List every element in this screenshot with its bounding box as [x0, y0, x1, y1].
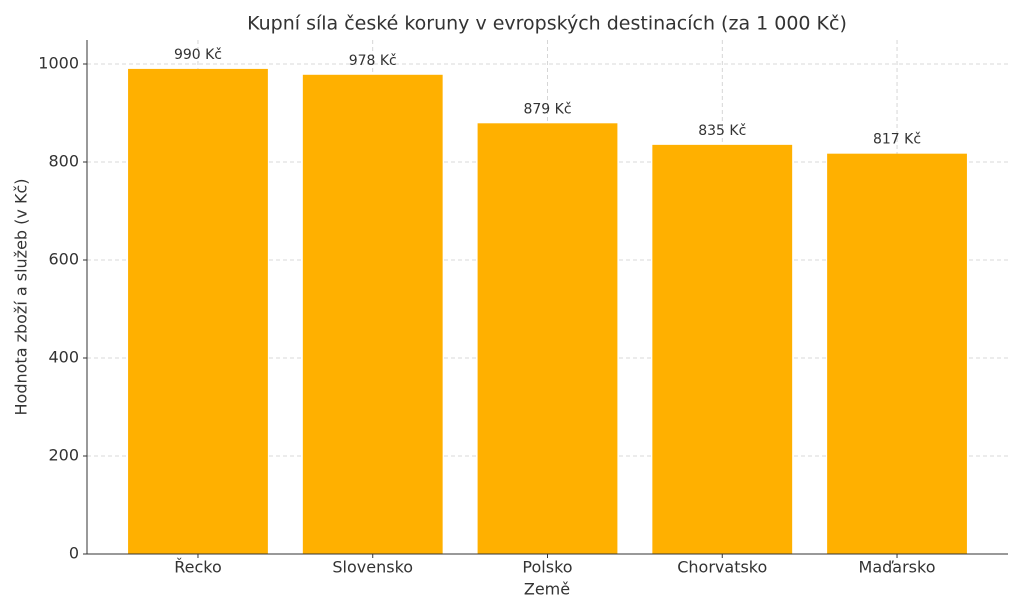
- x-tick-label: Maďarsko: [859, 558, 936, 577]
- x-tick-label: Slovensko: [332, 558, 413, 577]
- y-tick-label: 800: [48, 152, 79, 171]
- chart-title: Kupní síla české koruny v evropských des…: [247, 13, 847, 35]
- value-label: 817 Kč: [873, 132, 921, 148]
- y-tick-label: 600: [48, 250, 79, 269]
- x-axis-label: Země: [524, 580, 570, 599]
- y-tick-label: 0: [69, 544, 79, 563]
- bar: [652, 144, 793, 554]
- value-label: 835 Kč: [698, 123, 746, 139]
- bar: [477, 123, 618, 555]
- y-tick-label: 200: [48, 446, 79, 465]
- x-tick-label: Řecko: [174, 558, 222, 577]
- value-label: 879 Kč: [523, 101, 571, 117]
- bar: [128, 68, 268, 555]
- x-tick-label: Chorvatsko: [677, 558, 767, 577]
- bar: [827, 153, 967, 554]
- x-tick-label: Polsko: [522, 558, 572, 577]
- bar: [302, 74, 443, 555]
- y-axis-label: Hodnota zboží a služeb (v Kč): [12, 179, 31, 416]
- y-tick-label: 1000: [38, 54, 79, 73]
- y-tick-label: 400: [48, 348, 79, 367]
- value-label: 978 Kč: [349, 53, 397, 69]
- value-label: 990 Kč: [174, 47, 222, 63]
